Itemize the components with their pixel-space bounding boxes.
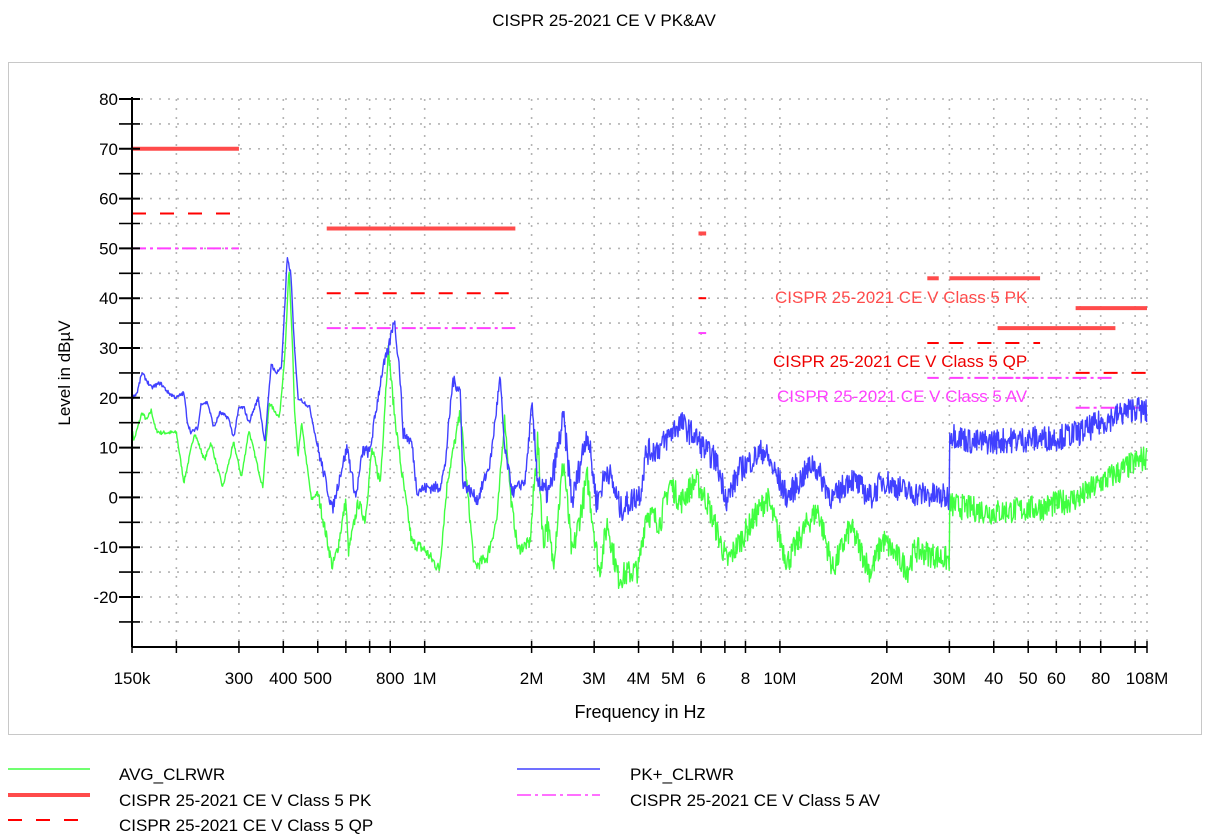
x-tick-label: 500 <box>304 669 332 688</box>
y-tick-label: -10 <box>93 538 118 557</box>
chart-title: CISPR 25-2021 CE V PK&AV <box>492 11 716 30</box>
x-tick-label: 800 <box>376 669 404 688</box>
x-tick-label: 150k <box>114 669 151 688</box>
legend-label-pk-limit: CISPR 25-2021 CE V Class 5 PK <box>119 791 372 810</box>
x-tick-label: 1M <box>413 669 437 688</box>
x-tick-label: 400 <box>269 669 297 688</box>
grid <box>132 98 1148 647</box>
y-tick-label: 70 <box>99 140 118 159</box>
x-tick-label: 4M <box>627 669 651 688</box>
trace-avg-clrwr <box>131 271 1148 589</box>
y-axis-label: Level in dBµV <box>55 320 74 426</box>
y-tick-label: -20 <box>93 588 118 607</box>
x-tick-label: 300 <box>225 669 253 688</box>
legend-label-pk-trace: PK+_CLRWR <box>630 765 734 784</box>
x-tick-label: 40 <box>984 669 1003 688</box>
limit-lines <box>132 146 1147 409</box>
x-tick-label: 10M <box>763 669 796 688</box>
x-tick-label: 30M <box>933 669 966 688</box>
x-tick-label: 60 <box>1047 669 1066 688</box>
x-axis-label: Frequency in Hz <box>574 702 705 722</box>
y-tick-label: 0 <box>109 488 118 507</box>
x-tick-label: 8 <box>741 669 750 688</box>
legend-label-qp-limit: CISPR 25-2021 CE V Class 5 QP <box>119 816 373 835</box>
x-tick-label: 2M <box>520 669 544 688</box>
legend: AVG_CLRWR PK+_CLRWR CISPR 25-2021 CE V C… <box>8 765 881 835</box>
chart-frame <box>8 62 1202 735</box>
y-tick-label: 10 <box>99 439 118 458</box>
y-tick-label: 30 <box>99 339 118 358</box>
y-tick-label: 80 <box>99 90 118 109</box>
y-tick-label: 60 <box>99 190 118 209</box>
trace-pk-clrwr <box>131 257 1148 522</box>
x-tick-label: 80 <box>1091 669 1110 688</box>
legend-label-avg: AVG_CLRWR <box>119 765 225 784</box>
x-tick-label: 20M <box>870 669 903 688</box>
x-tick-label: 6 <box>696 669 705 688</box>
y-tick-label: 20 <box>99 389 118 408</box>
traces <box>131 257 1148 589</box>
x-tick-label: 5M <box>661 669 685 688</box>
axes: 150k 300 400 500 800 1M 2M 3M 4M 5M 6 8 10M 20M 30M 40 5… <box>93 90 1168 688</box>
x-tick-label: 3M <box>582 669 606 688</box>
annotation-av: CISPR 25-2021 CE V Class 5 AV <box>777 387 1028 406</box>
y-tick-label: 50 <box>99 239 118 258</box>
annotation-qp: CISPR 25-2021 CE V Class 5 QP <box>773 352 1027 371</box>
legend-label-av-limit: CISPR 25-2021 CE V Class 5 AV <box>630 791 881 810</box>
annotation-pk: CISPR 25-2021 CE V Class 5 PK <box>775 288 1028 307</box>
x-tick-label: 108M <box>1126 669 1169 688</box>
y-tick-label: 40 <box>99 289 118 308</box>
x-tick-label: 50 <box>1019 669 1038 688</box>
